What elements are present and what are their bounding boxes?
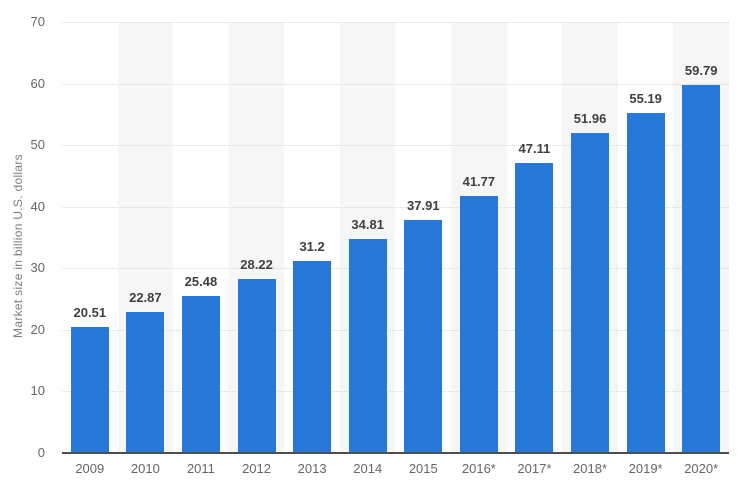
bar-value-label: 20.51 [73, 304, 107, 320]
bar-column: 55.19 [618, 22, 674, 453]
y-tick-label: 70 [30, 14, 45, 29]
bar-value-label: 22.87 [129, 290, 162, 306]
x-tick-label: 2018* [573, 461, 608, 476]
y-axis-title: Market size in billion U.S. dollars [11, 154, 25, 338]
x-tick-label: 2012 [242, 461, 271, 476]
x-axis-line [62, 452, 729, 454]
bar-column: 47.11 [507, 22, 563, 453]
bar[interactable] [626, 113, 665, 453]
bar[interactable] [70, 326, 109, 453]
x-tick-label: 2015 [408, 461, 438, 476]
bar-value-label: 47.11 [518, 140, 551, 156]
bar[interactable] [571, 133, 610, 453]
plot-area: 20.51 22.87 25.48 28.22 31.2 34.81 37.91 41.77 4… [62, 22, 729, 453]
x-tick-label: 2020* [684, 461, 719, 476]
x-tick-label: 2009 [75, 461, 105, 476]
bar-value-label: 25.48 [184, 274, 218, 290]
bar-column: 34.81 [340, 22, 396, 453]
y-tick-label: 30 [30, 260, 45, 276]
bar-column: 59.79 [673, 22, 729, 453]
gridline [62, 145, 729, 147]
bar[interactable] [515, 162, 554, 453]
bar-value-label: 31.2 [299, 238, 325, 254]
gridline [62, 329, 729, 331]
bar-column: 37.91 [396, 22, 452, 453]
y-tick-label: 40 [30, 198, 45, 214]
bar-value-label: 41.77 [462, 173, 496, 189]
x-tick-label: 2010 [130, 461, 160, 476]
y-tick-label: 20 [30, 321, 45, 337]
bar[interactable] [348, 238, 387, 453]
bar[interactable] [237, 279, 276, 453]
gridline [62, 22, 729, 23]
bar-value-label: 37.91 [407, 197, 440, 213]
x-tick-label: 2011 [186, 461, 215, 476]
bar-value-label: 28.22 [240, 257, 273, 273]
bar-value-label: 51.96 [573, 111, 607, 127]
bar-value-label: 55.19 [629, 91, 662, 107]
bar[interactable] [126, 312, 165, 453]
x-tick-label: 2017* [517, 461, 552, 476]
y-tick-label: 60 [30, 75, 45, 91]
bar-column: 25.48 [173, 22, 229, 453]
bar-value-label: 59.79 [684, 62, 718, 78]
bar[interactable] [459, 195, 498, 453]
bar[interactable] [404, 219, 443, 453]
gridline [62, 83, 729, 85]
x-tick-label: 2013 [297, 461, 327, 476]
x-tick-label: 2016* [461, 461, 496, 476]
bar-column: 22.87 [118, 22, 174, 453]
y-tick-label: 10 [30, 383, 45, 399]
bar-column: 51.96 [562, 22, 618, 453]
bar-column: 20.51 [62, 22, 118, 453]
bar-value-label: 34.81 [351, 216, 384, 232]
y-tick-label: 50 [30, 137, 45, 153]
bar[interactable] [682, 84, 721, 453]
x-tick-label: 2019* [628, 461, 663, 476]
gridline [62, 391, 729, 393]
bar-column: 31.2 [284, 22, 340, 453]
x-tick-label: 2014 [353, 461, 383, 476]
gridline [62, 268, 729, 270]
y-tick-label: 0 [37, 445, 45, 460]
bar[interactable] [181, 296, 220, 453]
bar[interactable] [293, 260, 332, 453]
bar-column: 28.22 [229, 22, 285, 453]
gridline [62, 206, 729, 208]
bar-column: 41.77 [451, 22, 507, 453]
